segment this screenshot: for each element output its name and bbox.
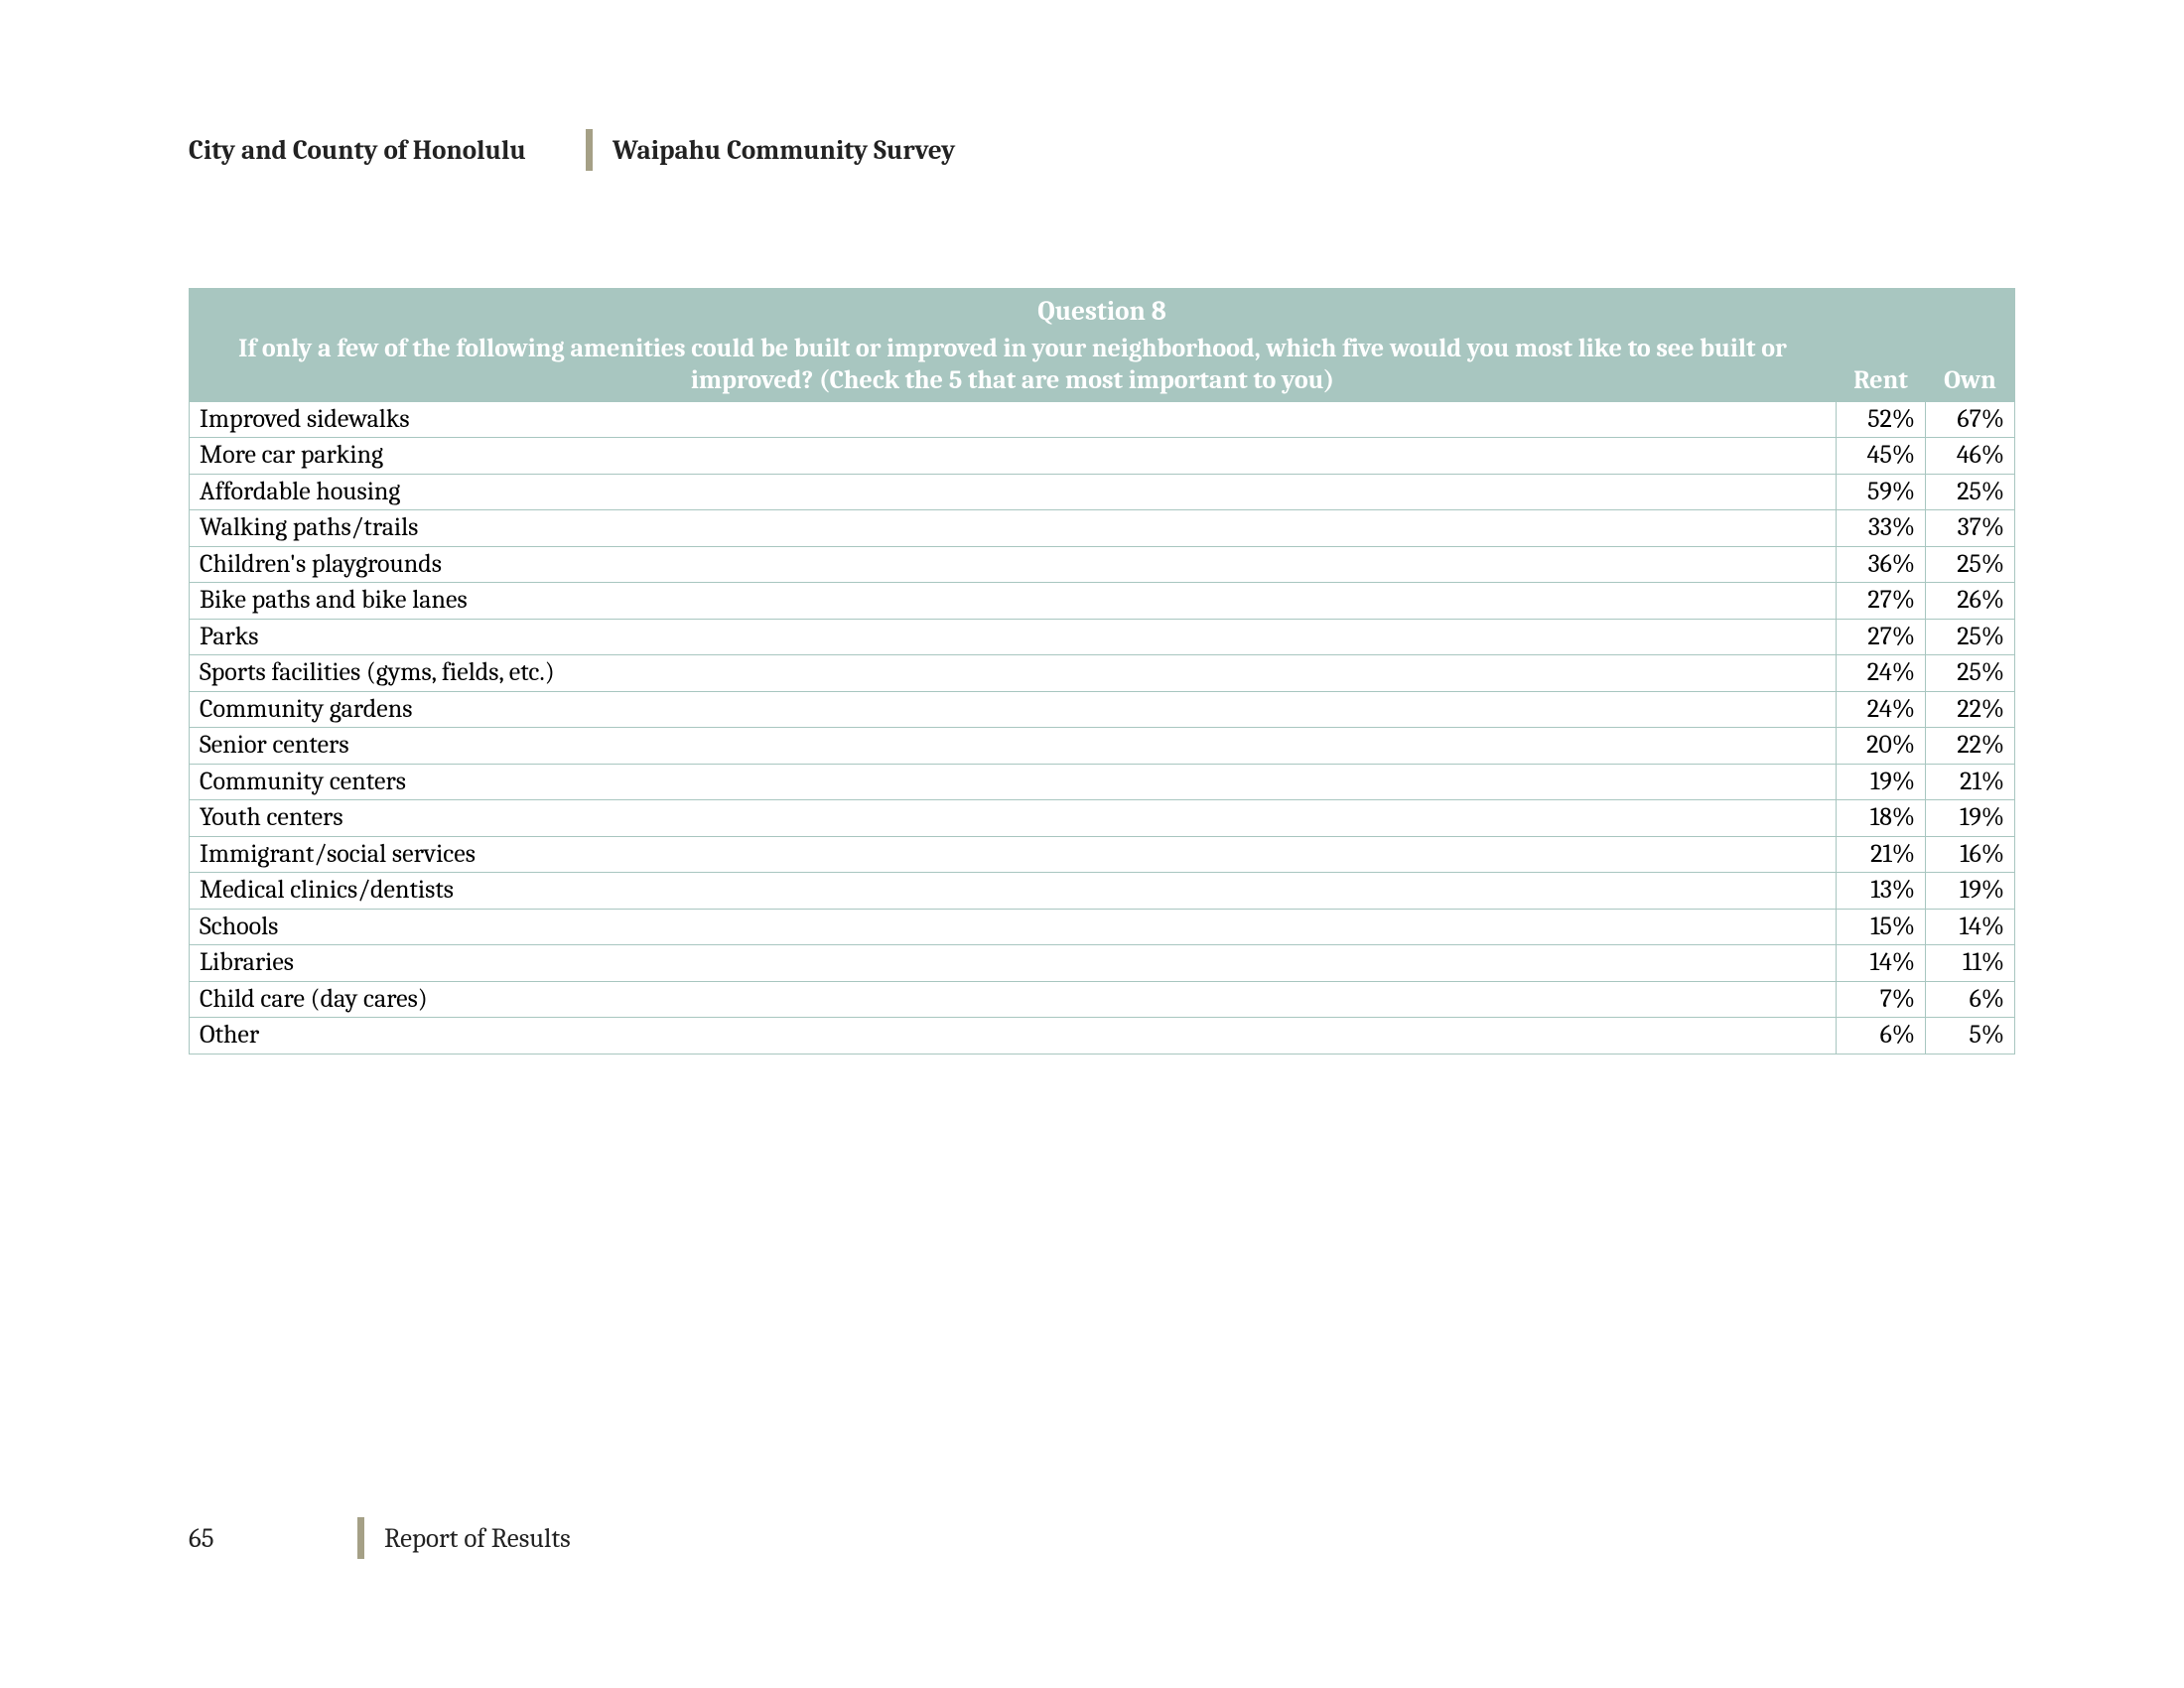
row-own: 22%: [1925, 728, 2014, 765]
row-rent: 20%: [1836, 728, 1925, 765]
row-label: Medical clinics/dentists: [190, 873, 1837, 910]
row-label: More car parking: [190, 438, 1837, 475]
table-row: Children's playgrounds36%25%: [190, 546, 2015, 583]
footer-label: Report of Results: [384, 1523, 571, 1554]
table-row: Child care (day cares)7%6%: [190, 981, 2015, 1018]
survey-table: Question 8 If only a few of the followin…: [189, 288, 2015, 1055]
table-row: Medical clinics/dentists13%19%: [190, 873, 2015, 910]
col-header-rent: Rent: [1836, 331, 1925, 401]
header-right-text: Waipahu Community Survey: [613, 135, 1995, 166]
row-own: 25%: [1925, 619, 2014, 655]
row-label: Bike paths and bike lanes: [190, 583, 1837, 620]
row-label: Community gardens: [190, 691, 1837, 728]
table-row: Community centers19%21%: [190, 764, 2015, 800]
row-own: 25%: [1925, 546, 2014, 583]
table-row: Walking paths/trails33%37%: [190, 510, 2015, 547]
table-row: Bike paths and bike lanes27%26%: [190, 583, 2015, 620]
row-own: 67%: [1925, 401, 2014, 438]
table-row: Community gardens24%22%: [190, 691, 2015, 728]
col-header-own: Own: [1925, 331, 2014, 401]
row-rent: 24%: [1836, 691, 1925, 728]
row-own: 16%: [1925, 836, 2014, 873]
row-label: Libraries: [190, 945, 1837, 982]
page-footer: 65 Report of Results: [189, 1517, 571, 1559]
row-label: Other: [190, 1018, 1837, 1055]
row-rent: 15%: [1836, 909, 1925, 945]
table-row: Schools15%14%: [190, 909, 2015, 945]
row-label: Schools: [190, 909, 1837, 945]
table-row: More car parking45%46%: [190, 438, 2015, 475]
table-row: Improved sidewalks52%67%: [190, 401, 2015, 438]
row-label: Youth centers: [190, 800, 1837, 837]
row-own: 22%: [1925, 691, 2014, 728]
row-own: 21%: [1925, 764, 2014, 800]
table-row: Parks27%25%: [190, 619, 2015, 655]
row-rent: 18%: [1836, 800, 1925, 837]
row-rent: 33%: [1836, 510, 1925, 547]
row-label: Affordable housing: [190, 474, 1837, 510]
row-own: 25%: [1925, 655, 2014, 692]
table-row: Affordable housing59%25%: [190, 474, 2015, 510]
row-own: 14%: [1925, 909, 2014, 945]
header-divider: [586, 129, 593, 171]
row-own: 25%: [1925, 474, 2014, 510]
row-own: 19%: [1925, 800, 2014, 837]
footer-divider: [357, 1517, 364, 1559]
page: City and County of Honolulu Waipahu Comm…: [0, 0, 2184, 1688]
table-title: Question 8: [190, 289, 2015, 332]
table-row: Senior centers20%22%: [190, 728, 2015, 765]
row-label: Improved sidewalks: [190, 401, 1837, 438]
row-rent: 19%: [1836, 764, 1925, 800]
row-rent: 27%: [1836, 619, 1925, 655]
row-rent: 21%: [1836, 836, 1925, 873]
row-rent: 13%: [1836, 873, 1925, 910]
row-label: Children's playgrounds: [190, 546, 1837, 583]
row-own: 26%: [1925, 583, 2014, 620]
row-own: 11%: [1925, 945, 2014, 982]
row-rent: 36%: [1836, 546, 1925, 583]
page-header: City and County of Honolulu Waipahu Comm…: [189, 129, 1995, 171]
row-rent: 6%: [1836, 1018, 1925, 1055]
table-row: Other6%5%: [190, 1018, 2015, 1055]
survey-table-wrap: Question 8 If only a few of the followin…: [189, 288, 2015, 1055]
table-subtitle: If only a few of the following amenities…: [190, 331, 1837, 401]
row-rent: 7%: [1836, 981, 1925, 1018]
row-rent: 27%: [1836, 583, 1925, 620]
row-own: 6%: [1925, 981, 2014, 1018]
row-own: 19%: [1925, 873, 2014, 910]
row-rent: 45%: [1836, 438, 1925, 475]
row-label: Child care (day cares): [190, 981, 1837, 1018]
row-label: Parks: [190, 619, 1837, 655]
row-own: 5%: [1925, 1018, 2014, 1055]
row-own: 37%: [1925, 510, 2014, 547]
table-body: Improved sidewalks52%67%More car parking…: [190, 401, 2015, 1054]
row-label: Walking paths/trails: [190, 510, 1837, 547]
row-label: Community centers: [190, 764, 1837, 800]
table-row: Libraries14%11%: [190, 945, 2015, 982]
page-number: 65: [189, 1523, 357, 1554]
row-rent: 24%: [1836, 655, 1925, 692]
table-row: Youth centers18%19%: [190, 800, 2015, 837]
row-rent: 59%: [1836, 474, 1925, 510]
table-row: Immigrant/social services21%16%: [190, 836, 2015, 873]
row-label: Sports facilities (gyms, fields, etc.): [190, 655, 1837, 692]
row-rent: 52%: [1836, 401, 1925, 438]
row-label: Senior centers: [190, 728, 1837, 765]
table-row: Sports facilities (gyms, fields, etc.)24…: [190, 655, 2015, 692]
header-left-text: City and County of Honolulu: [189, 135, 586, 166]
row-label: Immigrant/social services: [190, 836, 1837, 873]
row-own: 46%: [1925, 438, 2014, 475]
row-rent: 14%: [1836, 945, 1925, 982]
